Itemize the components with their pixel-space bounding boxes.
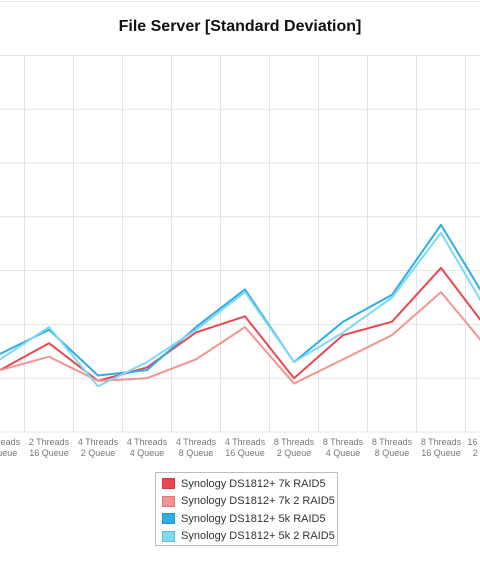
legend-item[interactable]: Synology DS1812+ 7k RAID5 [162,475,337,493]
grid [0,1,480,433]
legend-swatch [162,530,175,542]
legend-label: Synology DS1812+ 7k RAID5 [181,477,326,490]
legend-label: Synology DS1812+ 7k 2 RAID5 [181,495,335,508]
legend-item[interactable]: Synology DS1812+ 7k 2 RAID5 [162,493,337,511]
x-tick-label: 4 Threads 2 Queue [78,437,119,458]
x-tick-label: 8 Threads 8 Queue [372,437,413,458]
series-line-3 [0,223,480,377]
legend: Synology DS1812+ 7k RAID5 Synology DS1812… [155,472,338,546]
legend-item[interactable]: Synology DS1812+ 5k 2 RAID5 [162,528,337,546]
series-line-1 [0,266,480,382]
legend-item[interactable]: Synology DS1812+ 5k RAID5 [162,510,337,528]
x-tick-label: 4 Threads 4 Queue [127,437,168,458]
x-tick-label: 8 Threads 4 Queue [323,437,364,458]
series-line-2 [0,291,480,385]
chart-title: File Server [Standard Deviation] [118,18,362,35]
legend-swatch [162,513,175,525]
x-tick-label: 8 Threads 2 Queue [274,437,315,458]
series-line-4 [0,231,480,388]
x-tick-label: 4 Threads 8 Queue [176,437,217,458]
legend-label: Synology DS1812+ 5k RAID5 [181,512,326,525]
x-tick-label: 4 Threads 16 Queue [225,437,266,458]
x-tick-label: 2 Threads 16 Queue [29,437,70,458]
series-lines [0,223,480,388]
legend-swatch [162,478,175,490]
legend-swatch [162,495,175,507]
legend-label: Synology DS1812+ 5k 2 RAID5 [181,530,335,543]
x-tick-label: 8 Threads 16 Queue [421,437,462,458]
